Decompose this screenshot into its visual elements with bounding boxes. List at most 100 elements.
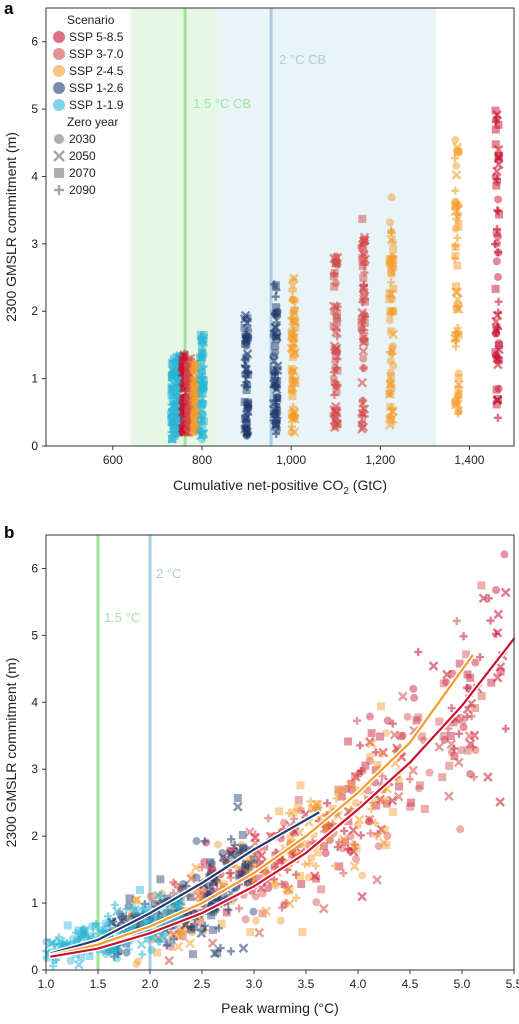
point-SSP585-49	[494, 248, 503, 257]
point-49	[403, 712, 412, 721]
point-105	[173, 941, 184, 952]
point-49	[349, 861, 360, 872]
point-44	[459, 632, 468, 641]
point-SSP119-47	[196, 428, 205, 437]
point-117	[114, 946, 123, 955]
point-87	[213, 948, 222, 957]
point-SSP245-29	[452, 294, 463, 305]
point-9	[377, 749, 386, 758]
point-SSP126-57	[272, 400, 281, 409]
point-5	[408, 765, 419, 776]
point-80	[492, 585, 501, 594]
legend-swatch-2	[53, 65, 65, 77]
point-99	[77, 953, 86, 962]
point-153	[233, 794, 242, 803]
point-31	[454, 729, 463, 738]
point-161	[470, 773, 479, 782]
point-24	[496, 667, 505, 676]
x-tick-label-2: 2.0	[142, 977, 159, 991]
point-SSP245-38	[389, 245, 398, 254]
point-109	[383, 716, 392, 725]
point-160	[462, 683, 471, 692]
point-47	[205, 863, 214, 872]
point-127	[238, 943, 249, 954]
point-78	[112, 954, 121, 963]
point-SSP585-46	[491, 140, 500, 149]
x-label-main: Cumulative net-positive CO	[173, 477, 344, 493]
x-tick-label-0: 1.0	[38, 977, 55, 991]
x-label-sub: 2	[343, 486, 349, 497]
point-SSP370-47	[330, 269, 339, 278]
point-136	[186, 893, 195, 902]
point-79	[147, 945, 156, 954]
point-SSP370-45	[358, 318, 367, 327]
point-118	[357, 891, 367, 902]
point-79	[420, 805, 429, 814]
point-67	[333, 843, 342, 852]
point-91	[353, 716, 362, 725]
point-SSP245-17	[386, 234, 397, 245]
point-SSP245-51	[385, 379, 396, 390]
point-127	[167, 939, 176, 948]
point-SSP370-40	[332, 387, 341, 396]
shaded-region-1	[217, 8, 436, 446]
point-83	[373, 761, 382, 770]
point-55	[156, 875, 165, 884]
point-92	[415, 781, 424, 790]
point-SSP245-59	[288, 367, 297, 376]
point-18	[405, 775, 414, 784]
point-124	[414, 647, 423, 656]
point-SSP245-57	[290, 414, 299, 423]
point-102	[380, 826, 389, 835]
point-85	[439, 679, 448, 688]
legend-swatch-0	[53, 31, 65, 43]
panel-b-x-label: Peak warming (°C)	[221, 1000, 339, 1016]
point-122	[344, 737, 353, 746]
point-SSP245-52	[453, 399, 463, 410]
point-SSP245-47	[452, 215, 461, 224]
vline-label-0: 1.5 °C CB	[193, 96, 251, 111]
point-SSP245-37	[453, 379, 464, 390]
point-120	[289, 814, 298, 823]
point-SSP126-49	[273, 405, 282, 414]
point-100	[440, 735, 449, 744]
point-SSP245-24	[452, 161, 461, 170]
point-6	[289, 808, 298, 817]
point-101	[71, 928, 80, 937]
point-78	[468, 743, 477, 752]
point-SSP245-40	[452, 303, 461, 312]
column-12	[450, 136, 464, 418]
point-38	[297, 879, 306, 888]
point-168	[238, 844, 247, 853]
point-SSP245-52	[389, 256, 398, 265]
point-SSP245-46	[453, 233, 462, 242]
point-SSP370-44	[184, 371, 193, 380]
point-SSP370-53	[331, 327, 341, 338]
column-6	[239, 310, 253, 440]
legend-zero-2070: 2070	[69, 166, 96, 180]
point-105	[85, 952, 94, 961]
point-SSP126-45	[242, 341, 251, 350]
point-56	[218, 848, 227, 857]
point-27	[406, 802, 415, 811]
point-SSP585-38	[492, 239, 501, 248]
point-0	[226, 849, 236, 859]
point-SSP370-36	[358, 214, 367, 223]
point-142	[462, 650, 471, 659]
point-10	[208, 881, 217, 890]
x-tick-label-4: 1,400	[454, 453, 484, 467]
point-SSP245-49	[451, 287, 461, 298]
point-SSP245-53	[289, 273, 299, 284]
point-SSP370-56	[333, 260, 342, 269]
point-SSP585-26	[492, 400, 501, 409]
point-SSP245-11	[385, 316, 394, 325]
point-35	[407, 798, 416, 807]
point-148	[414, 713, 423, 722]
point-52	[457, 746, 466, 755]
point-SSP370-56	[359, 235, 369, 246]
panel-a-frame	[45, 7, 515, 447]
point-SSP370-31	[358, 346, 369, 357]
point-72	[98, 925, 107, 934]
point-102	[244, 827, 255, 837]
point-41	[365, 712, 374, 721]
